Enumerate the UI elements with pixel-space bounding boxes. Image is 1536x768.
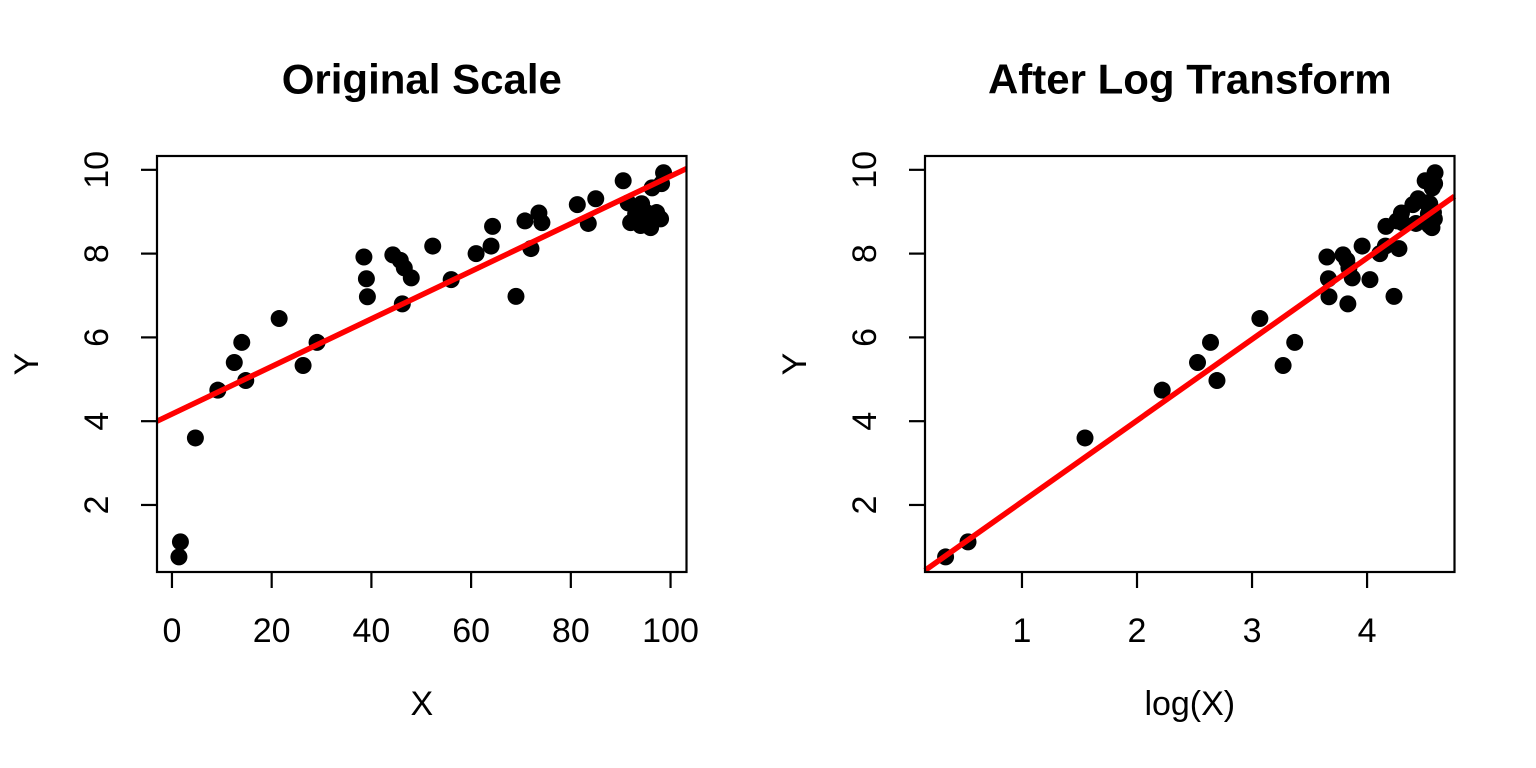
data-point [533, 214, 551, 232]
data-point [482, 237, 500, 255]
x-axis-title: X [410, 685, 433, 723]
data-point [233, 333, 251, 351]
data-point [1208, 372, 1226, 390]
x-tick-label: 60 [452, 612, 490, 650]
data-point [357, 270, 375, 288]
data-point [170, 548, 188, 566]
data-point [652, 210, 670, 228]
y-tick-label: 8 [846, 244, 884, 263]
panel-log-transform: After Log Transform log(X) Y 1 2 3 4 2 4 6 8 10 [768, 0, 1536, 768]
data-point [484, 217, 502, 235]
data-point [402, 269, 420, 287]
x-tick-label: 2 [1128, 612, 1147, 650]
data-point [1353, 237, 1371, 255]
data-point [1286, 333, 1304, 351]
plot-area: 1 2 3 4 2 4 6 8 10 [846, 151, 1457, 650]
data-point [507, 287, 525, 305]
data-point [568, 196, 586, 214]
y-axis-title: Y [8, 353, 46, 376]
data-point [1390, 240, 1408, 258]
y-tick-label: 6 [846, 328, 884, 347]
x-tick-label: 4 [1358, 612, 1377, 650]
plot-box [155, 154, 688, 574]
data-point [1318, 248, 1336, 266]
panel-original-scale: Original Scale X Y 0 20 40 60 80 100 2 4 6 8 10 [8, 56, 699, 724]
y-tick-label: 10 [78, 151, 116, 189]
data-point [1189, 354, 1207, 372]
y-tick-label: 6 [78, 328, 116, 347]
x-tick-label: 100 [642, 612, 699, 650]
data-point [1320, 288, 1338, 306]
y-tick-label: 10 [846, 151, 884, 189]
chart-title-log: After Log Transform [988, 56, 1392, 103]
x-tick-label: 80 [552, 612, 590, 650]
data-point [171, 533, 189, 551]
plot-box [923, 154, 1456, 574]
chart-title-original: Original Scale [282, 56, 562, 103]
data-point [1153, 381, 1171, 399]
data-point [294, 356, 312, 374]
data-point [1274, 356, 1292, 374]
data-point [358, 288, 376, 306]
data-point [614, 172, 632, 190]
original-scale-plot: Original Scale X Y 0 20 40 60 80 100 2 4 6 8 10 [8, 56, 699, 724]
y-tick-label: 4 [78, 412, 116, 431]
y-axis-title: Y [776, 353, 814, 376]
data-point [1339, 295, 1357, 313]
fit-line [923, 193, 1457, 573]
data-point [1076, 429, 1094, 447]
x-tick-label: 40 [352, 612, 390, 650]
data-point [270, 310, 288, 328]
data-point [587, 190, 605, 208]
data-point [1361, 271, 1379, 289]
data-point [1426, 164, 1444, 182]
plot-area: 0 20 40 60 80 100 2 4 6 8 10 [78, 151, 699, 650]
data-point [1202, 333, 1220, 351]
fit-line [155, 166, 688, 424]
data-point [186, 429, 204, 447]
x-tick-label: 1 [1013, 612, 1032, 650]
y-tick-label: 2 [846, 496, 884, 515]
y-tick-label: 4 [846, 412, 884, 431]
log-transform-plot: After Log Transform log(X) Y 1 2 3 4 2 4 6 8 10 [776, 56, 1457, 723]
data-point [467, 245, 485, 263]
y-tick-label: 8 [78, 244, 116, 263]
data-point [424, 237, 442, 255]
x-tick-label: 3 [1243, 612, 1262, 650]
data-point [225, 354, 243, 372]
data-point [1251, 310, 1269, 328]
data-point [516, 212, 534, 230]
data-point [355, 248, 373, 266]
x-tick-label: 0 [162, 612, 181, 650]
data-point [1385, 287, 1403, 305]
x-axis-title: log(X) [1144, 685, 1235, 723]
x-tick-label: 20 [253, 612, 291, 650]
y-tick-label: 2 [78, 496, 116, 515]
